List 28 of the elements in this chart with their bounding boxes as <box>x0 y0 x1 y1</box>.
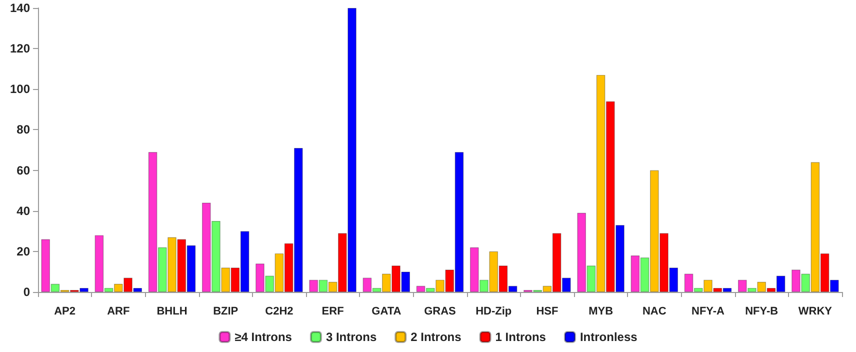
x-tick-label: BHLH <box>156 306 188 318</box>
x-tick-label: NAC <box>642 306 666 318</box>
x-tick-label: BZIP <box>213 306 238 318</box>
y-tick-label: 40 <box>16 204 30 218</box>
x-tick-label: ARF <box>107 306 130 318</box>
legend-label: ≥4 Introns <box>234 330 292 344</box>
y-tick-label: 140 <box>10 1 30 15</box>
legend-label: 3 Introns <box>326 330 377 344</box>
x-tick-label: GRAS <box>424 306 456 318</box>
y-tick-label: 100 <box>10 82 30 96</box>
x-tick-label: NFY-B <box>745 306 778 318</box>
legend-label: 2 Introns <box>410 330 462 344</box>
x-tick-label: AP2 <box>54 306 76 318</box>
x-tick-label: HD-Zip <box>476 306 512 318</box>
y-tick-label: 120 <box>10 42 30 56</box>
legend-label: 1 Introns <box>495 330 546 344</box>
x-tick-label: ERF <box>322 306 344 318</box>
x-tick-label: GATA <box>372 306 402 318</box>
y-tick-label: 0 <box>23 285 30 299</box>
x-tick-label: MYB <box>588 306 614 318</box>
y-tick-label: 80 <box>16 122 30 137</box>
y-tick-label: 20 <box>16 244 30 258</box>
x-tick-label: NFY-A <box>692 306 725 318</box>
y-tick-label: 60 <box>16 163 30 178</box>
x-tick-label: WRKY <box>798 306 833 318</box>
legend-label: Intronless <box>580 330 638 344</box>
x-tick-label: C2H2 <box>265 306 294 318</box>
x-tick-label: HSF <box>536 306 558 318</box>
